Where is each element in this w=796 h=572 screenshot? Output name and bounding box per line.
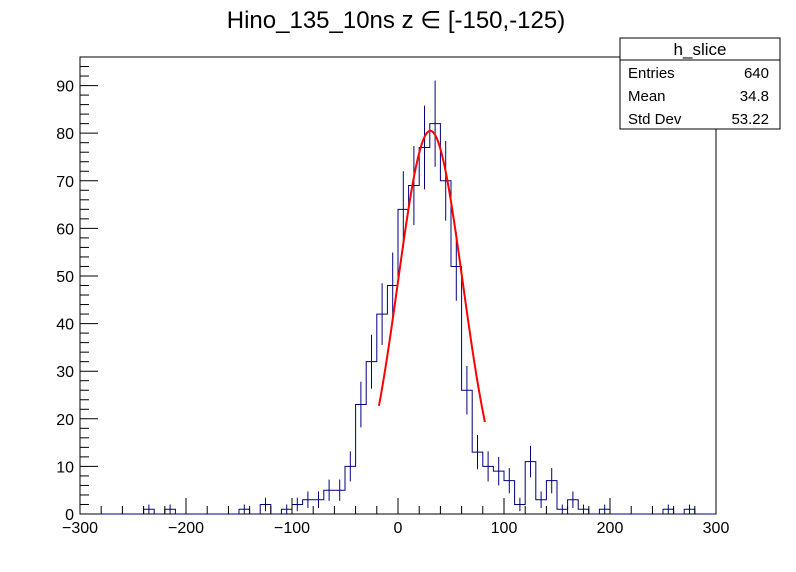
x-tick-label: 300: [703, 520, 730, 537]
plot-area: −300 −200 −100 0 100 200 300 0 10 20 30 40 50 60 70 80 9…: [56, 56, 730, 537]
x-tick-label: −100: [274, 520, 310, 537]
y-tick-label: 60: [56, 221, 74, 238]
y-tick-label: 50: [56, 269, 74, 286]
fit-curve: [377, 129, 486, 423]
y-tick-label: 20: [56, 412, 74, 429]
x-tick-label: 100: [491, 520, 518, 537]
x-tick-label: 0: [394, 520, 403, 537]
y-tick-label: 0: [65, 507, 74, 524]
histogram-outline: [80, 123, 716, 515]
x-tick-label: −300: [62, 520, 98, 537]
stats-entries-label: Entries: [628, 65, 675, 82]
x-tick-label: 200: [597, 520, 624, 537]
stats-entries-value: 640: [744, 65, 769, 82]
stats-stddev-value: 53.22: [731, 111, 769, 128]
stats-mean-label: Mean: [628, 88, 666, 105]
x-tick-label: −200: [168, 520, 204, 537]
stats-box-frame: [619, 37, 781, 130]
stats-stddev-label: Std Dev: [628, 111, 682, 128]
y-tick-label: 90: [56, 79, 74, 96]
y-tick-label: 70: [56, 174, 74, 191]
y-tick-label: 80: [56, 126, 74, 143]
stats-box: h_slice Entries 640 Mean 34.8 Std Dev 53…: [619, 37, 781, 130]
stats-mean-value: 34.8: [740, 88, 769, 105]
y-tick-label: 30: [56, 364, 74, 381]
y-tick-label: 10: [56, 459, 74, 476]
chart-title: Hino_135_10ns z ∈ [-150,-125): [227, 7, 565, 34]
y-tick-label: 40: [56, 317, 74, 334]
stats-box-title: h_slice: [674, 40, 727, 59]
